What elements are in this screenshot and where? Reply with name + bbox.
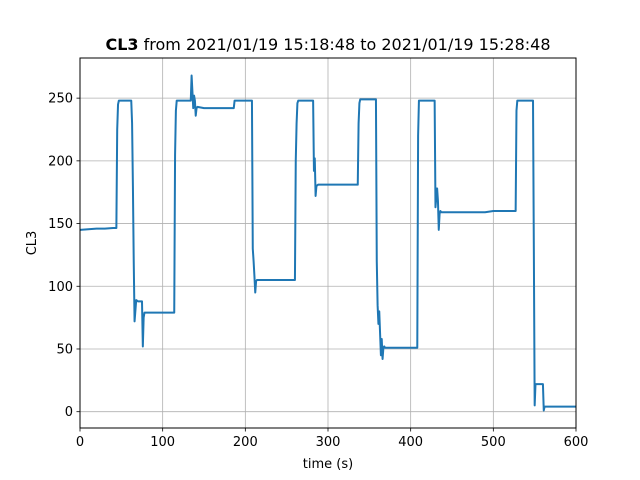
chart-title: CL3 from 2021/01/19 15:18:48 to 2021/01/… bbox=[105, 35, 550, 54]
x-tick-label-6: 600 bbox=[564, 435, 589, 450]
x-axis: 0 100 200 300 400 500 600 bbox=[76, 428, 589, 450]
x-tick-label-3: 300 bbox=[316, 435, 341, 450]
chart-title-rest: from 2021/01/19 15:18:48 to 2021/01/19 1… bbox=[139, 35, 551, 54]
x-tick-label-4: 400 bbox=[398, 435, 423, 450]
grid-lines bbox=[79, 58, 577, 428]
x-tick-label-0: 0 bbox=[76, 435, 84, 450]
series-line-0 bbox=[79, 74, 576, 412]
y-tick-label-4: 200 bbox=[48, 154, 73, 169]
x-tick-label-1: 100 bbox=[150, 435, 175, 450]
y-tick-label-1: 50 bbox=[56, 342, 73, 357]
y-tick-label-3: 150 bbox=[48, 217, 73, 232]
y-axis-label: CL3 bbox=[25, 231, 40, 256]
x-tick-label-5: 500 bbox=[481, 435, 506, 450]
y-tick-label-0: 0 bbox=[65, 405, 73, 420]
x-tick-label-2: 200 bbox=[233, 435, 258, 450]
chart-title-bold: CL3 bbox=[105, 35, 138, 54]
y-tick-label-5: 250 bbox=[48, 92, 73, 107]
plot-area bbox=[79, 74, 576, 412]
y-axis: 0 50 100 150 200 250 bbox=[48, 92, 80, 420]
y-tick-label-2: 100 bbox=[48, 280, 73, 295]
x-axis-label: time (s) bbox=[303, 457, 353, 472]
